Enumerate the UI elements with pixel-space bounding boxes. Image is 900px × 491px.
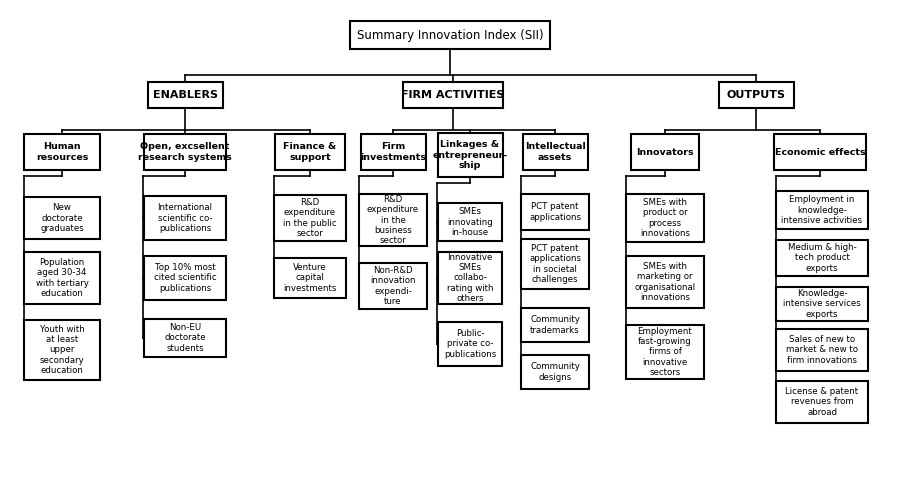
FancyBboxPatch shape	[776, 287, 868, 321]
Text: Medium & high-
tech product
exports: Medium & high- tech product exports	[788, 243, 857, 273]
FancyBboxPatch shape	[626, 256, 704, 308]
FancyBboxPatch shape	[626, 194, 704, 242]
Text: Innovative
SMEs
collabo-
rating with
others: Innovative SMEs collabo- rating with oth…	[446, 253, 493, 303]
Text: Non-EU
doctorate
students: Non-EU doctorate students	[164, 323, 206, 353]
Text: Economic effects: Economic effects	[775, 147, 865, 157]
FancyBboxPatch shape	[521, 194, 589, 230]
FancyBboxPatch shape	[144, 196, 226, 240]
Text: Community
designs: Community designs	[530, 362, 580, 382]
FancyBboxPatch shape	[403, 82, 503, 108]
Text: Venture
capital
investments: Venture capital investments	[284, 263, 337, 293]
FancyBboxPatch shape	[776, 191, 868, 229]
Text: Population
aged 30-34
with tertiary
education: Population aged 30-34 with tertiary educ…	[36, 258, 88, 298]
Text: International
scientific co-
publications: International scientific co- publication…	[158, 203, 212, 233]
Text: New
doctorate
graduates: New doctorate graduates	[40, 203, 84, 233]
Text: OUTPUTS: OUTPUTS	[726, 90, 786, 100]
FancyBboxPatch shape	[776, 381, 868, 423]
Text: PCT patent
applications: PCT patent applications	[529, 202, 581, 222]
Text: Linkages &
entrepreneur-
ship: Linkages & entrepreneur- ship	[432, 140, 508, 170]
Text: Non-R&D
innovation
expendi-
ture: Non-R&D innovation expendi- ture	[370, 266, 416, 306]
FancyBboxPatch shape	[350, 21, 550, 49]
FancyBboxPatch shape	[359, 263, 427, 309]
FancyBboxPatch shape	[631, 134, 699, 170]
Text: SMEs with
product or
process
innovations: SMEs with product or process innovations	[640, 198, 690, 238]
FancyBboxPatch shape	[774, 134, 866, 170]
FancyBboxPatch shape	[361, 134, 426, 170]
Text: Youth with
at least
upper
secondary
education: Youth with at least upper secondary educ…	[40, 325, 85, 375]
FancyBboxPatch shape	[438, 322, 502, 366]
FancyBboxPatch shape	[274, 195, 346, 241]
Text: PCT patent
applications
in societal
challenges: PCT patent applications in societal chal…	[529, 244, 581, 284]
Text: Firm
investments: Firm investments	[360, 142, 426, 162]
Text: SMEs with
marketing or
organisational
innovations: SMEs with marketing or organisational in…	[634, 262, 696, 302]
Text: Employment in
knowledge-
intensive activities: Employment in knowledge- intensive activ…	[781, 195, 862, 225]
Text: Community
trademarks: Community trademarks	[530, 315, 580, 335]
FancyBboxPatch shape	[144, 319, 226, 357]
Text: Summary Innovation Index (SII): Summary Innovation Index (SII)	[356, 28, 544, 42]
FancyBboxPatch shape	[438, 203, 502, 241]
FancyBboxPatch shape	[24, 252, 100, 304]
Text: ENABLERS: ENABLERS	[152, 90, 218, 100]
Text: Knowledge-
intensive services
exports: Knowledge- intensive services exports	[783, 289, 861, 319]
Text: SMEs
innovating
in-house: SMEs innovating in-house	[447, 207, 493, 237]
Text: FIRM ACTIVITIES: FIRM ACTIVITIES	[401, 90, 505, 100]
FancyBboxPatch shape	[275, 134, 345, 170]
FancyBboxPatch shape	[523, 134, 588, 170]
FancyBboxPatch shape	[626, 325, 704, 379]
FancyBboxPatch shape	[148, 82, 222, 108]
Text: Human
resources: Human resources	[36, 142, 88, 162]
FancyBboxPatch shape	[521, 355, 589, 389]
FancyBboxPatch shape	[359, 194, 427, 246]
FancyBboxPatch shape	[521, 308, 589, 342]
Text: R&D
expenditure
in the
business
sector: R&D expenditure in the business sector	[367, 195, 419, 246]
Text: Finance &
support: Finance & support	[284, 142, 337, 162]
FancyBboxPatch shape	[437, 133, 502, 177]
Text: Public-
private co-
publications: Public- private co- publications	[444, 329, 496, 359]
FancyBboxPatch shape	[521, 239, 589, 289]
Text: Innovators: Innovators	[636, 147, 694, 157]
Text: Intellectual
assets: Intellectual assets	[525, 142, 585, 162]
FancyBboxPatch shape	[718, 82, 794, 108]
FancyBboxPatch shape	[274, 258, 346, 298]
FancyBboxPatch shape	[438, 252, 502, 304]
FancyBboxPatch shape	[144, 256, 226, 300]
FancyBboxPatch shape	[776, 329, 868, 371]
Text: Open, excsellent
research systems: Open, excsellent research systems	[138, 142, 232, 162]
FancyBboxPatch shape	[24, 320, 100, 380]
FancyBboxPatch shape	[144, 134, 226, 170]
Text: R&D
expenditure
in the public
sector: R&D expenditure in the public sector	[284, 198, 337, 238]
Text: Employment
fast-growing
firms of
innovative
sectors: Employment fast-growing firms of innovat…	[637, 327, 692, 377]
FancyBboxPatch shape	[776, 240, 868, 276]
FancyBboxPatch shape	[24, 197, 100, 239]
FancyBboxPatch shape	[24, 134, 100, 170]
Text: Top 10% most
cited scientific
publications: Top 10% most cited scientific publicatio…	[154, 263, 216, 293]
Text: License & patent
revenues from
abroad: License & patent revenues from abroad	[786, 387, 859, 417]
Text: Sales of new to
market & new to
firm innovations: Sales of new to market & new to firm inn…	[786, 335, 858, 365]
